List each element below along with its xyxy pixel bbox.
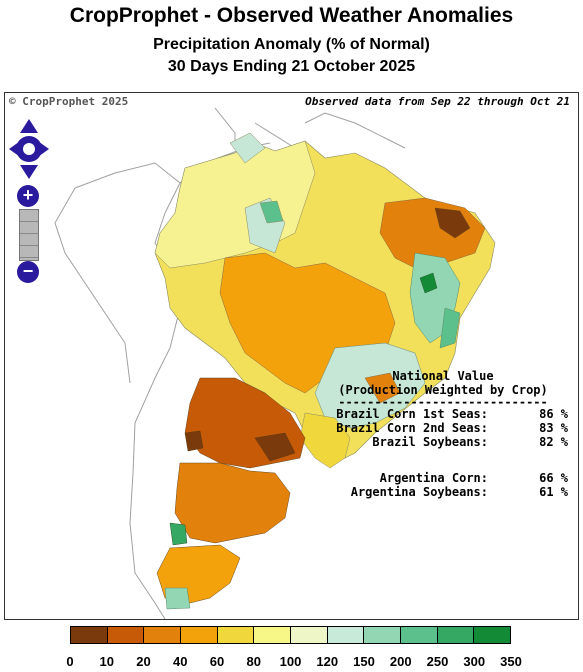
crop-value: 66 % [539, 471, 568, 485]
crop-value: 61 % [539, 485, 568, 499]
legend-swatch [327, 627, 365, 643]
legend-swatch [71, 627, 108, 643]
legend-tick-label: 10 [99, 654, 114, 669]
crop-label: Brazil Soybeans: [372, 435, 488, 449]
legend-swatch [144, 627, 182, 643]
national-value-subheading: (Production Weighted by Crop) [338, 383, 548, 397]
crop-value: 86 % [539, 407, 568, 421]
national-value-row: Brazil Corn 1st Seas: 86 % [318, 407, 568, 421]
legend-tick-label: 80 [246, 654, 261, 669]
argentina-very-dry [184, 430, 204, 452]
legend-swatch [254, 627, 292, 643]
legend-tick-label: 100 [279, 654, 302, 669]
map-nav-control[interactable]: + − [7, 117, 51, 285]
legend-swatch [474, 627, 511, 643]
period-label: 30 Days Ending 21 October 2025 [167, 58, 416, 75]
legend-tick-label: 300 [463, 654, 486, 669]
argentina-central [174, 462, 291, 544]
legend-swatch [291, 627, 328, 643]
copyright-label: © CropProphet 2025 [9, 95, 129, 108]
map-panel[interactable]: © CropProphet 2025 Observed data from Se… [4, 92, 579, 620]
title-block: CropProphet - Observed Weather Anomalies… [0, 0, 583, 78]
pan-arrows-icon[interactable] [7, 117, 51, 181]
crop-label: Argentina Soybeans: [350, 485, 488, 499]
legend-tick-label: 60 [209, 654, 225, 669]
argentina-very-dry [254, 432, 296, 462]
national-value-row: Brazil Corn 2nd Seas: 83 % [318, 421, 568, 435]
neighbor-outline [54, 107, 406, 619]
amazon-wet-pocket [259, 200, 284, 224]
legend-swatch [364, 627, 402, 643]
legend-swatch [401, 627, 438, 643]
amazon-wet-pocket [229, 132, 266, 164]
zoom-slider[interactable] [19, 209, 39, 261]
argentina-south-wet [164, 587, 191, 610]
anomaly-map[interactable] [5, 93, 578, 619]
legend-tick-label: 250 [426, 654, 449, 669]
map-subtitle: Precipitation Anomaly (% of Normal) [153, 36, 430, 53]
legend-tick-label: 40 [173, 654, 188, 669]
legend-color-bar [70, 626, 511, 644]
east-wet-strip [439, 307, 461, 349]
zoom-out-button[interactable]: − [17, 261, 39, 283]
page-title: CropProphet - Observed Weather Anomalies [69, 4, 514, 27]
legend-tick-label: 20 [136, 654, 151, 669]
crop-label: Argentina Corn: [379, 471, 488, 485]
national-value-heading: National Value [392, 369, 494, 383]
argentina-wet-pocket [169, 522, 188, 546]
legend-tick-label: 350 [500, 654, 522, 669]
national-value-row: Brazil Soybeans: 82 % [318, 435, 568, 449]
crop-value: 83 % [539, 421, 568, 435]
legend-swatch [181, 627, 218, 643]
color-legend: 0 10 20 40 60 80 100 120 150 200 250 300 350 [66, 626, 522, 672]
legend-swatch [437, 627, 475, 643]
observed-period-note: Observed data from Sep 22 through Oct 21 [305, 95, 570, 108]
divider: ----------------------------- [338, 395, 548, 409]
northeast-very-dry [434, 207, 471, 239]
national-value-row: Argentina Corn: 66 % [318, 471, 568, 485]
legend-tick-label: 150 [353, 654, 375, 669]
crop-value: 82 % [539, 435, 568, 449]
crop-label: Brazil Corn 1st Seas: [336, 407, 488, 421]
east-very-wet [419, 272, 438, 294]
zoom-in-button[interactable]: + [17, 185, 39, 207]
national-value-panel: National Value (Production Weighted by C… [318, 369, 568, 499]
legend-tick-label: 0 [66, 654, 74, 669]
legend-swatch [217, 627, 255, 643]
national-value-row: Argentina Soybeans: 61 % [318, 485, 568, 499]
crop-label: Brazil Corn 2nd Seas: [336, 421, 488, 435]
legend-tick-label: 200 [389, 654, 412, 669]
southeast-dry-pocket [364, 372, 401, 404]
legend-swatch [107, 627, 145, 643]
legend-tick-label: 120 [316, 654, 339, 669]
